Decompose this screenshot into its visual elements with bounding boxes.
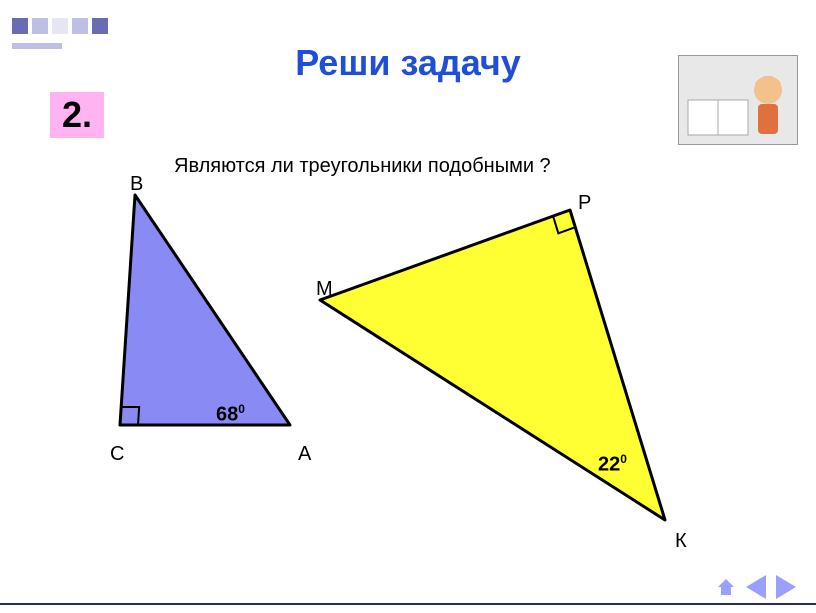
geometry-stage [0,0,816,613]
tri1-vertex-a-label: А [298,443,311,466]
bottom-rule [0,603,816,605]
tri1-triangle [120,195,290,425]
tri2-vertex-p-label: Р [578,192,591,215]
tri1-vertex-b-label: В [130,173,143,196]
next-button[interactable] [776,575,796,599]
prev-button[interactable] [746,575,766,599]
nav-controls [716,575,796,599]
tri2-vertex-m-label: М [316,278,333,301]
tri1-vertex-c-label: С [110,443,124,466]
tri2-angle-label: 220 [598,452,627,477]
tri1-angle-label: 680 [216,402,245,427]
tri2-vertex-k-label: К [675,530,687,553]
home-icon[interactable] [716,577,736,597]
